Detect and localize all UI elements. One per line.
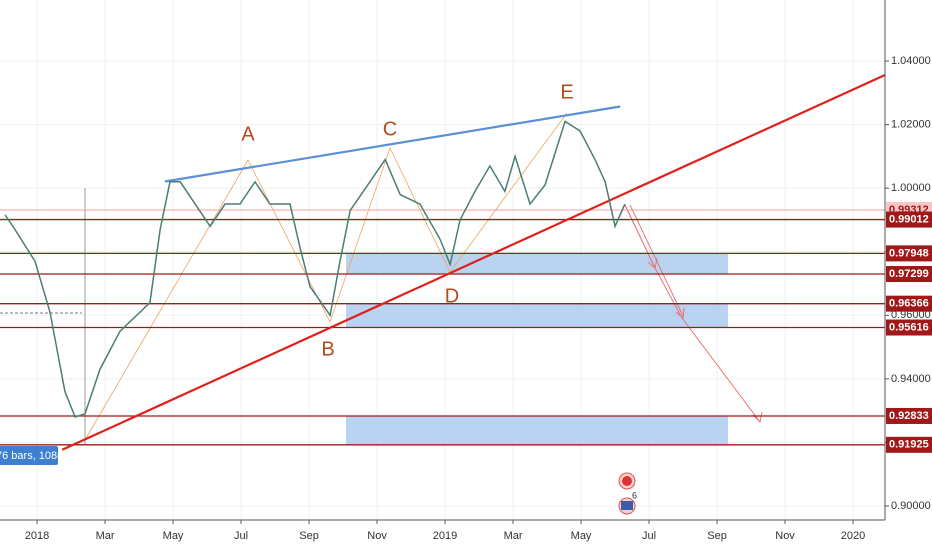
level-tag	[886, 211, 932, 228]
level-label: 0.99012	[889, 213, 929, 225]
price-line	[4, 120, 626, 418]
wave-label: C	[383, 118, 397, 140]
annotations: A B C D E	[241, 81, 573, 360]
y-tick-label: 1.02000	[891, 119, 931, 131]
y-tick-label: 0.94000	[891, 373, 931, 385]
x-tick-label: Sep	[299, 530, 319, 542]
x-tick-label: Jul	[642, 530, 656, 542]
level-label: 0.97948	[889, 247, 929, 259]
x-tick-label: 2018	[25, 530, 49, 542]
event-icon-inner	[622, 476, 632, 486]
plot	[4, 74, 886, 451]
measure-box	[0, 446, 58, 465]
x-tick-label: Mar	[504, 530, 523, 542]
zones	[346, 253, 728, 445]
level-label: 0.91925	[889, 439, 929, 451]
level-tag	[886, 436, 932, 453]
y-tick-label: 0.90000	[891, 500, 931, 512]
flag	[621, 501, 633, 510]
levels	[0, 209, 885, 446]
zigzag	[84, 112, 568, 441]
level-label: 0.96366	[889, 298, 929, 310]
level-tag	[886, 319, 932, 336]
wave-label: D	[445, 285, 459, 307]
y-tick-label: 1.04000	[891, 55, 931, 67]
x-tick-label: May	[163, 530, 184, 542]
event-count: 6	[632, 490, 637, 500]
wave-label: B	[321, 338, 334, 360]
x-tick-label: 2019	[433, 530, 457, 542]
y-tick-label: 0.96000	[891, 309, 931, 321]
trendline	[61, 74, 886, 451]
x-tick-label: Sep	[707, 530, 727, 542]
level-tag	[886, 266, 932, 283]
level-label: 0.92833	[889, 410, 929, 422]
level-tag	[886, 295, 932, 312]
trendline	[164, 105, 621, 183]
zone	[346, 253, 728, 275]
level-label: 0.97299	[889, 268, 929, 280]
axes: 0.900000.920000.940000.960000.980001.000…	[25, 55, 932, 542]
y-tick-label: 1.00000	[891, 182, 931, 194]
x-tick-label: Nov	[367, 530, 387, 542]
wave-label: A	[241, 123, 255, 145]
level-tag	[886, 407, 932, 424]
zone	[346, 415, 728, 445]
level-tag	[886, 245, 932, 262]
x-tick-label: May	[571, 530, 592, 542]
level-label: 0.95616	[889, 321, 929, 333]
wave-label: E	[560, 81, 573, 103]
x-tick-label: Nov	[775, 530, 795, 542]
x-tick-label: Jul	[234, 530, 248, 542]
zone	[346, 303, 728, 328]
x-tick-label: 2020	[841, 530, 865, 542]
x-tick-label: Mar	[96, 530, 115, 542]
measure-label: 76 bars, 108d	[0, 450, 63, 462]
